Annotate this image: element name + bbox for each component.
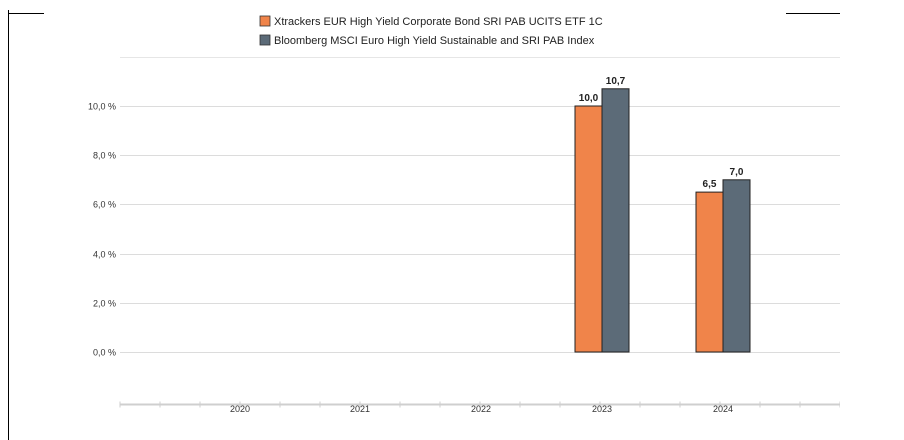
y-tick-label: 0,0 % xyxy=(93,348,116,358)
bar-chart: Xtrackers EUR High Yield Corporate Bond … xyxy=(8,10,840,440)
data-label-2023-series-1: 10,7 xyxy=(606,76,626,87)
y-tick-label: 10,0 % xyxy=(88,102,116,112)
x-tick-label-2020: 2020 xyxy=(230,404,250,414)
bar-2023-series-0 xyxy=(574,105,603,353)
legend-swatch-series-1 xyxy=(259,34,271,46)
bar-2024-series-0 xyxy=(695,191,724,353)
bar-2023-series-1 xyxy=(601,88,630,353)
gridlines xyxy=(120,57,840,353)
x-tick-label-2021: 2021 xyxy=(350,404,370,414)
chart-frame: Xtrackers EUR High Yield Corporate Bond … xyxy=(8,10,840,440)
legend: Xtrackers EUR High Yield Corporate Bond … xyxy=(259,15,603,47)
y-tick-label: 2,0 % xyxy=(93,299,116,309)
bars xyxy=(574,88,751,353)
x-tick-label-2022: 2022 xyxy=(471,404,491,414)
bar-2024-series-1 xyxy=(722,179,751,353)
data-label-2023-series-0: 10,0 xyxy=(579,93,599,104)
y-tick-label: 6,0 % xyxy=(93,200,116,210)
y-tick-label: 4,0 % xyxy=(93,250,116,260)
x-tick-label-2023: 2023 xyxy=(592,404,612,414)
x-axis: 2020 2021 2022 2023 2024 xyxy=(119,401,840,414)
legend-label-series-0: Xtrackers EUR High Yield Corporate Bond … xyxy=(274,16,603,28)
data-labels: 10,0 10,7 6,5 7,0 xyxy=(579,76,744,190)
legend-label-series-1: Bloomberg MSCI Euro High Yield Sustainab… xyxy=(274,35,595,47)
y-tick-label: 8,0 % xyxy=(93,151,116,161)
y-axis-ticks: 0,0 % 2,0 % 4,0 % 6,0 % 8,0 % 10,0 % xyxy=(88,102,116,358)
data-label-2024-series-1: 7,0 xyxy=(730,167,744,178)
data-label-2024-series-0: 6,5 xyxy=(703,179,717,190)
legend-swatch-series-0 xyxy=(259,15,271,27)
x-tick-label-2024: 2024 xyxy=(713,404,733,414)
